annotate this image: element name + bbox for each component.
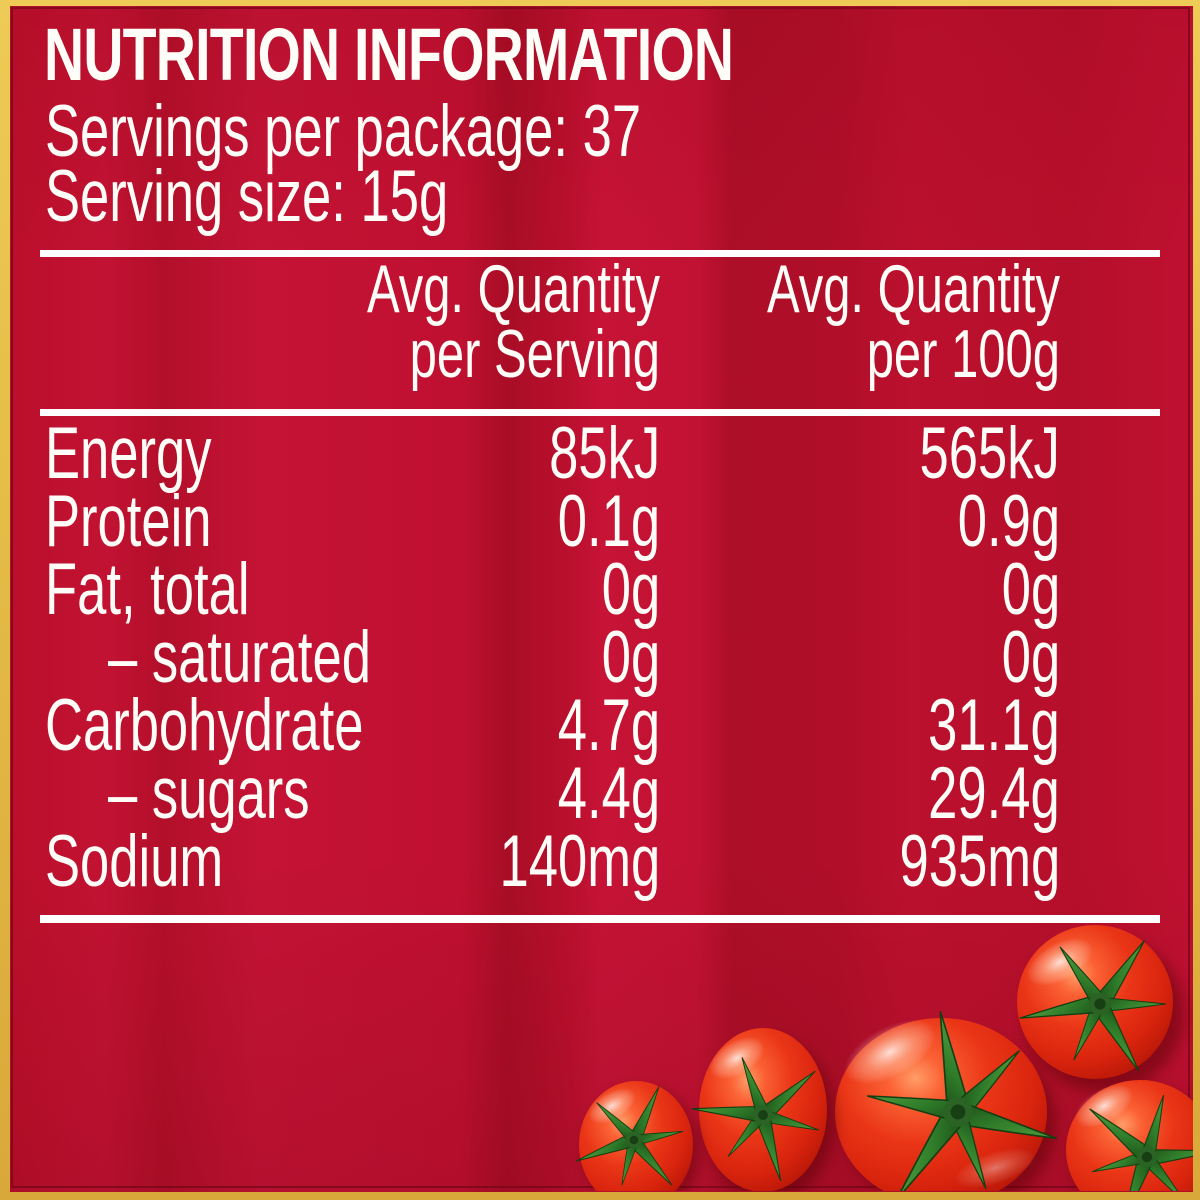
column-header-line: Avg. Quantity bbox=[766, 251, 1060, 327]
value-per-serving: 4.4g bbox=[557, 753, 660, 834]
column-header-line: per 100g bbox=[866, 316, 1060, 392]
tomato-image bbox=[834, 985, 1070, 1191]
nutrient-row-carbohydrate: Carbohydrate 4.7g 31.1g bbox=[0, 685, 1200, 766]
column-header-line: per Serving bbox=[409, 316, 660, 392]
page-title: NUTRITION INFORMATION bbox=[44, 13, 734, 96]
tomato-image bbox=[1009, 903, 1193, 1092]
value-per-100g: 29.4g bbox=[928, 753, 1060, 834]
nutrient-name: Sodium bbox=[45, 821, 224, 902]
value-per-serving: 0.1g bbox=[557, 481, 660, 562]
tomatoes-photo bbox=[540, 900, 1193, 1191]
column-header-per-100g: Avg. Quantity per 100g bbox=[766, 251, 1060, 392]
nutrient-row-fat-total: Fat, total 0g 0g bbox=[0, 549, 1200, 630]
divider-header-rule bbox=[40, 409, 1160, 416]
nutrient-name: Protein bbox=[45, 481, 212, 562]
nutrient-name: Carbohydrate bbox=[45, 685, 364, 766]
nutrient-name: – sugars bbox=[108, 753, 310, 834]
serving-info: Servings per package: 37 Serving size: 1… bbox=[45, 91, 642, 237]
value-per-serving: 85kJ bbox=[548, 413, 660, 494]
value-per-serving: 0g bbox=[601, 617, 660, 698]
value-per-100g: 0g bbox=[1001, 549, 1060, 630]
label-background bbox=[10, 6, 1193, 1192]
nutrient-row-sodium: Sodium 140mg 935mg bbox=[0, 821, 1200, 902]
value-per-100g: 935mg bbox=[899, 821, 1060, 902]
nutrient-name: Fat, total bbox=[45, 549, 250, 630]
value-per-serving: 0g bbox=[601, 549, 660, 630]
value-per-100g: 31.1g bbox=[928, 685, 1060, 766]
value-per-100g: 0.9g bbox=[957, 481, 1060, 562]
nutrient-row-protein: Protein 0.1g 0.9g bbox=[0, 481, 1200, 562]
divider-top-rule bbox=[40, 250, 1160, 257]
column-header-line: Avg. Quantity bbox=[366, 251, 660, 327]
divider-bottom-rule bbox=[40, 915, 1160, 923]
tomato-image bbox=[1066, 1075, 1193, 1191]
nutrient-row-saturated: – saturated 0g 0g bbox=[0, 617, 1200, 698]
value-per-serving: 140mg bbox=[499, 821, 660, 902]
servings-per-package-line: Servings per package: 37 bbox=[45, 91, 642, 172]
value-per-serving: 4.7g bbox=[557, 685, 660, 766]
column-header-per-serving: Avg. Quantity per Serving bbox=[366, 251, 660, 392]
serving-size-line: Serving size: 15g bbox=[45, 156, 449, 237]
tomato-image bbox=[569, 1069, 700, 1191]
nutrient-name: Energy bbox=[45, 413, 212, 494]
tomato-image bbox=[679, 1022, 852, 1191]
nutrient-name: – saturated bbox=[108, 617, 371, 698]
nutrient-row-sugars: – sugars 4.4g 29.4g bbox=[0, 753, 1200, 834]
value-per-100g: 0g bbox=[1001, 617, 1060, 698]
value-per-100g: 565kJ bbox=[919, 413, 1060, 494]
nutrient-row-energy: Energy 85kJ 565kJ bbox=[0, 413, 1200, 494]
nutrition-table: Energy 85kJ 565kJ Protein 0.1g 0.9g Fat,… bbox=[0, 413, 1200, 902]
